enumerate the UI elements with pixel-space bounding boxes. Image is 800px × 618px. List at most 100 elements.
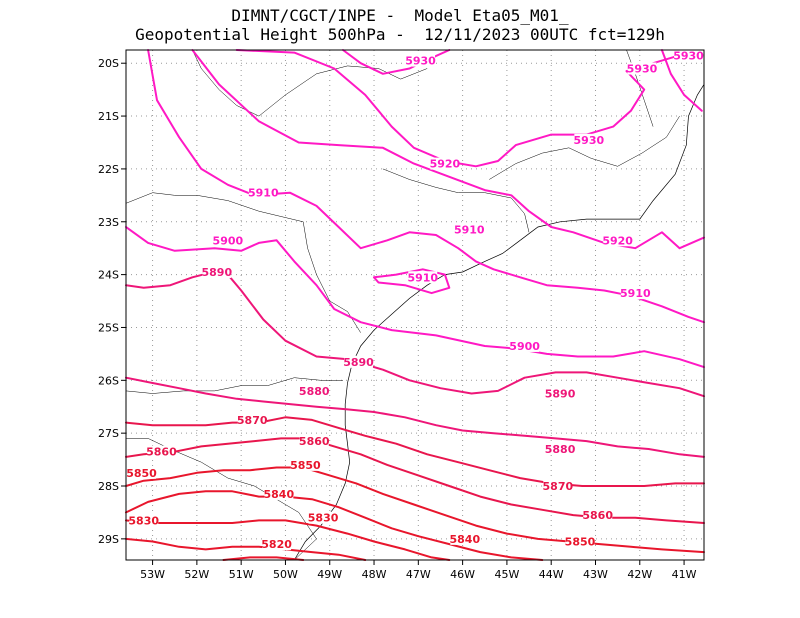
contour-label: 5850 (565, 536, 596, 549)
contour-label: 5870 (543, 480, 574, 493)
contour-label-bg (627, 62, 657, 75)
contour-label-layer: 5930 5930 5930 5930 5920 5920 5910 5910 5910 5910… (126, 49, 704, 551)
contour-label-bg (213, 234, 243, 247)
contour-label: 5920 (430, 158, 461, 171)
contour-label-bg (565, 535, 595, 548)
contour-line-5910 (373, 268, 451, 295)
contour-label: 5860 (299, 435, 330, 448)
contour-label: 5880 (545, 443, 576, 456)
contour-label-bg (545, 443, 575, 456)
lat-tick-label: 22S (98, 163, 119, 176)
lat-tick-label: 20S (98, 57, 119, 70)
contour-label: 5840 (450, 533, 481, 546)
contour-label-bg (408, 271, 438, 284)
contour-label-bg (146, 445, 176, 458)
contour-line-5930 (235, 49, 681, 168)
lat-tick-label: 26S (98, 374, 119, 387)
contour-label-bg (674, 49, 703, 62)
contour-label-bg (574, 133, 604, 146)
map-grid (126, 50, 704, 560)
lon-tick-label: 48W (362, 568, 387, 581)
contour-label: 5890 (343, 356, 374, 369)
contour-label: 5870 (237, 414, 268, 427)
lon-tick-label: 53W (140, 568, 165, 581)
contour-label: 5910 (248, 187, 279, 200)
axis-ticks: 53W 52W 51W 50W 49W 48W 47W 46W 45W 44W 43W 42W 41W 2… (98, 57, 697, 581)
lon-tick-label: 46W (450, 568, 475, 581)
contour-label: 5860 (146, 446, 177, 459)
contour-label-bg (406, 54, 436, 67)
contour-label-bg (344, 355, 374, 368)
contour-label: 5930 (627, 62, 658, 75)
contour-label-bg (264, 487, 294, 500)
contour-label: 5920 (602, 234, 633, 247)
contour-label-bg (299, 435, 329, 448)
state-border (192, 49, 428, 117)
contour-label-bg (583, 509, 613, 522)
contour-label-bg (308, 511, 338, 524)
contour-line-5830 (125, 519, 451, 561)
contour-label: 5930 (574, 134, 605, 147)
lat-tick-label: 28S (98, 480, 119, 493)
contour-label-bg (454, 223, 484, 236)
contour-line-5930 (660, 49, 703, 112)
contour-label: 5860 (582, 509, 613, 522)
coastline (519, 84, 705, 241)
contour-label-bg (248, 186, 278, 199)
contour-label-bg (127, 466, 156, 479)
contour-layer (125, 49, 705, 561)
contour-label: 5930 (405, 55, 436, 68)
title-line-2: Geopotential Height 500hPa - 12/11/2023 … (135, 25, 665, 44)
contour-label: 5840 (263, 488, 294, 501)
contour-label-bg (430, 157, 460, 170)
state-border (126, 438, 317, 561)
contour-label: 5830 (128, 514, 159, 527)
title-line-1: DIMNT/CGCT/INPE - Model Eta05_M01_ (231, 6, 569, 25)
state-border (626, 49, 654, 127)
lat-tick-label: 25S (98, 321, 119, 334)
contour-label-bg (620, 287, 650, 300)
contour-line-5900 (125, 226, 705, 369)
contour-label: 5910 (407, 271, 438, 284)
contour-line-5810 (222, 556, 305, 561)
lon-tick-label: 43W (583, 568, 608, 581)
lat-tick-label: 24S (98, 269, 119, 282)
contour-label: 5830 (308, 512, 339, 525)
contour-label-bg (603, 234, 633, 247)
contour-label: 5900 (213, 234, 244, 247)
contour-line-5880 (125, 376, 705, 458)
lat-tick-label: 21S (98, 110, 119, 123)
lon-tick-label: 44W (539, 568, 564, 581)
lat-tick-label: 23S (98, 216, 119, 229)
contour-label-bg (262, 538, 292, 551)
lon-tick-label: 45W (494, 568, 519, 581)
lon-tick-label: 50W (273, 568, 298, 581)
contour-label: 5930 (673, 49, 704, 62)
contour-label-bg (545, 387, 575, 400)
contour-label-bg (202, 265, 232, 278)
contour-label-bg (237, 413, 267, 426)
contour-line-5870 (125, 416, 705, 487)
state-border (489, 115, 680, 180)
map-title: DIMNT/CGCT/INPE - Model Eta05_M01_ Geopo… (0, 6, 800, 44)
lon-tick-label: 52W (184, 568, 209, 581)
lat-tick-label: 29S (98, 533, 119, 546)
contour-label-bg (129, 514, 159, 527)
contour-label: 5910 (454, 224, 485, 237)
lon-tick-label: 42W (627, 568, 652, 581)
state-border (125, 377, 343, 394)
lon-tick-label: 49W (317, 568, 342, 581)
map-frame (125, 49, 705, 561)
contour-line-5850 (125, 466, 705, 554)
contour-label-bg (450, 532, 480, 545)
contour-label: 5850 (126, 467, 157, 480)
contour-label-bg (290, 458, 320, 471)
contour-label: 5820 (261, 538, 292, 551)
lon-tick-label: 41W (672, 568, 697, 581)
contour-line-5840 (125, 490, 544, 561)
contour-label-bg (510, 339, 540, 352)
coastline-layer (125, 49, 705, 561)
contour-line-5820 (125, 537, 367, 561)
contour-label: 5880 (299, 385, 330, 398)
